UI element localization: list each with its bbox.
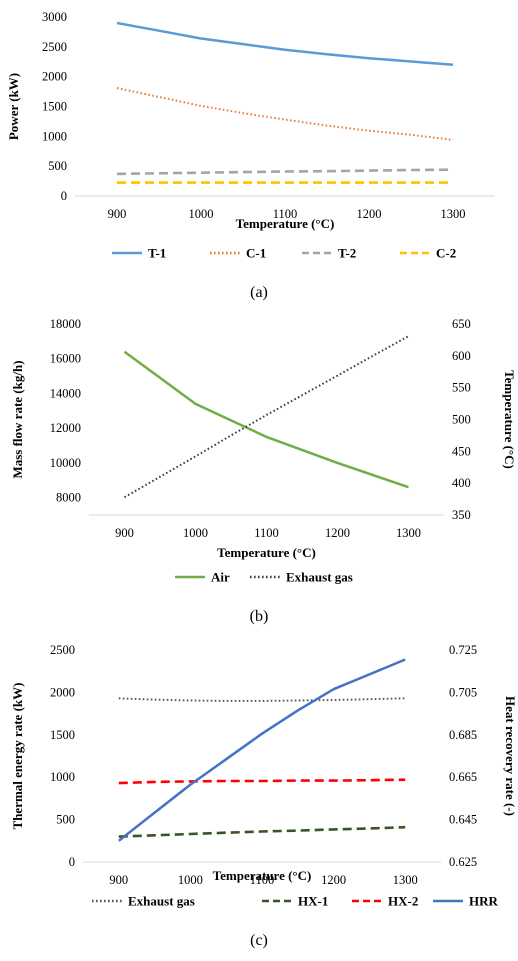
- series-line-c-1: [116, 87, 454, 141]
- legend-label: C-1: [246, 246, 266, 261]
- legend-label: Exhaust gas: [128, 894, 195, 909]
- y2-tick-label: 350: [452, 508, 471, 522]
- y2-tick-label: 450: [452, 444, 471, 458]
- y-tick-label: 18000: [50, 317, 81, 331]
- x-tick-label: 1200: [321, 873, 346, 887]
- x-tick-label: 1100: [250, 873, 275, 887]
- y-tick-label: 16000: [50, 352, 81, 366]
- y2-tick-label: 600: [452, 349, 471, 363]
- series-line-hx-1: [118, 825, 406, 838]
- series-line-hx-2: [118, 778, 406, 785]
- y2-tick-label: 0.705: [449, 685, 477, 699]
- legend-label: HX-2: [388, 894, 418, 909]
- y2-tick-label: 550: [452, 381, 471, 395]
- series-line-hrr: [118, 658, 406, 842]
- chart-panel-0: 900 1000 1100 1200 1300 0 500 1000 1500 2000 2500 3…: [6, 10, 495, 301]
- panel-caption: (a): [250, 284, 268, 301]
- x-tick-label: 900: [108, 207, 127, 221]
- y-tick-label: 0: [61, 189, 67, 203]
- y-tick-label: 500: [48, 159, 67, 173]
- y2-tick-label: 0.725: [449, 643, 477, 657]
- x-tick-label: 1200: [325, 526, 350, 540]
- y-tick-label: 2000: [42, 70, 67, 84]
- y-tick-label: 500: [56, 813, 75, 827]
- y-tick-label: 0: [69, 855, 75, 869]
- legend-label: T-2: [338, 246, 356, 261]
- x-tick-label: 1000: [183, 526, 208, 540]
- legend-label: Exhaust gas: [286, 570, 353, 585]
- legend-label: Air: [211, 570, 230, 585]
- y2-tick-label: 0.645: [449, 813, 477, 827]
- y2-tick-label: 500: [452, 413, 471, 427]
- series-line-exhaust-gas: [118, 697, 406, 702]
- y-tick-label: 12000: [50, 421, 81, 435]
- x-tick-label: 1000: [178, 873, 203, 887]
- y2-tick-label: 0.625: [449, 855, 477, 869]
- y2-tick-label: 0.665: [449, 770, 477, 784]
- x-tick-label: 1100: [273, 207, 298, 221]
- y2-axis-title: Heat recovery rate (-): [503, 696, 518, 816]
- y-tick-label: 1000: [42, 129, 67, 143]
- y-axis-title: Power (kW): [6, 73, 21, 140]
- x-axis-title: Temperature (°C): [213, 868, 312, 883]
- y-tick-label: 10000: [50, 456, 81, 470]
- y-tick-label: 2500: [50, 643, 75, 657]
- y-tick-label: 1000: [50, 770, 75, 784]
- y-tick-label: 2500: [42, 40, 67, 54]
- x-tick-label: 1000: [189, 207, 214, 221]
- series-line-t-2: [116, 168, 454, 176]
- y2-tick-label: 650: [452, 317, 471, 331]
- legend-label: HX-1: [298, 894, 328, 909]
- chart-panel-1: 900 1000 1100 1200 1300 8000 10000 12000 14000 16…: [10, 317, 517, 625]
- y2-axis-title: Temperature (°C): [502, 370, 517, 469]
- y-tick-label: 14000: [50, 386, 81, 400]
- chart-panel-2: 900 1000 1100 1200 1300 0 500 1000 1500 2000 2500 0…: [10, 643, 518, 949]
- y2-tick-label: 400: [452, 476, 471, 490]
- x-axis-title: Temperature (°C): [217, 545, 316, 560]
- legend-label: T-1: [148, 246, 166, 261]
- x-tick-label: 900: [115, 526, 134, 540]
- series-line-exhaust-gas: [124, 335, 409, 499]
- x-tick-label: 1100: [254, 526, 279, 540]
- series-line-t-1: [116, 21, 454, 66]
- x-tick-label: 1300: [441, 207, 466, 221]
- y-axis-title: Mass flow rate (kg/h): [10, 360, 25, 478]
- x-tick-label: 900: [109, 873, 128, 887]
- y-tick-label: 1500: [42, 100, 67, 114]
- panel-caption: (b): [250, 608, 269, 625]
- y2-tick-label: 0.685: [449, 728, 477, 742]
- legend-label: HRR: [469, 894, 499, 909]
- x-axis-title: Temperature (°C): [236, 216, 335, 231]
- y-axis-title: Thermal energy rate (kW): [10, 683, 25, 830]
- x-tick-label: 1300: [393, 873, 418, 887]
- series-line-air: [123, 350, 409, 489]
- x-tick-label: 1200: [357, 207, 382, 221]
- panel-caption: (c): [250, 932, 268, 949]
- y-tick-label: 3000: [42, 10, 67, 24]
- y-tick-label: 8000: [56, 491, 81, 505]
- x-tick-label: 1300: [396, 526, 421, 540]
- legend-label: C-2: [436, 246, 456, 261]
- y-tick-label: 1500: [50, 728, 75, 742]
- y-tick-label: 2000: [50, 685, 75, 699]
